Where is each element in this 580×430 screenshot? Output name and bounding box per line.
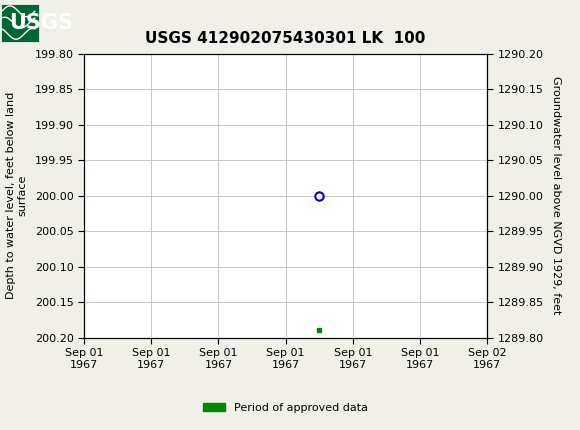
Text: USGS: USGS bbox=[9, 12, 72, 33]
Y-axis label: Depth to water level, feet below land
surface: Depth to water level, feet below land su… bbox=[6, 92, 28, 299]
Bar bbox=[1, 3, 39, 42]
Y-axis label: Groundwater level above NGVD 1929, feet: Groundwater level above NGVD 1929, feet bbox=[550, 77, 561, 315]
Title: USGS 412902075430301 LK  100: USGS 412902075430301 LK 100 bbox=[146, 31, 426, 46]
Legend: Period of approved data: Period of approved data bbox=[198, 398, 372, 417]
